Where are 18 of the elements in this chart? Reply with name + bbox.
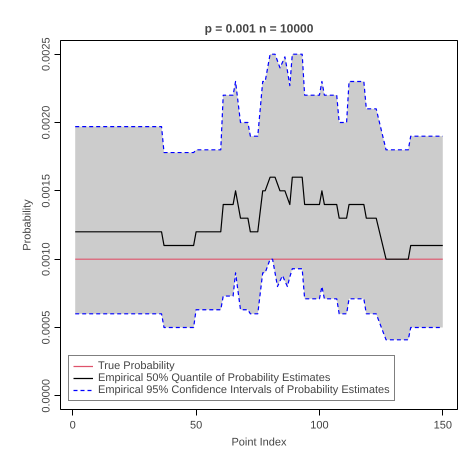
y-tick-label: 0.0000 <box>40 379 52 413</box>
chart-title: p = 0.001 n = 10000 <box>204 22 314 36</box>
legend-label: Empirical 50% Quantile of Probability Estimates <box>98 372 330 384</box>
x-axis-title: Point Index <box>231 436 288 448</box>
y-tick-label: 0.0025 <box>40 37 52 71</box>
line-series <box>74 54 444 154</box>
y-axis-title: Probability <box>22 198 34 251</box>
y-tick-label: 0.0010 <box>40 242 52 276</box>
x-tick-label: 150 <box>434 420 452 432</box>
legend-label: Empirical 95% Confidence Intervals of Probability Estimates <box>98 384 390 396</box>
x-tick-label: 100 <box>310 420 329 432</box>
x-tick-label: 0 <box>70 420 76 432</box>
y-tick-label: 0.0015 <box>40 174 52 208</box>
x-tick-label: 50 <box>190 420 202 432</box>
legend-label: True Probability <box>98 360 175 372</box>
y-tick-label: 0.0005 <box>40 310 52 344</box>
line-series <box>74 176 444 260</box>
y-tick-label: 0.0020 <box>40 106 52 140</box>
